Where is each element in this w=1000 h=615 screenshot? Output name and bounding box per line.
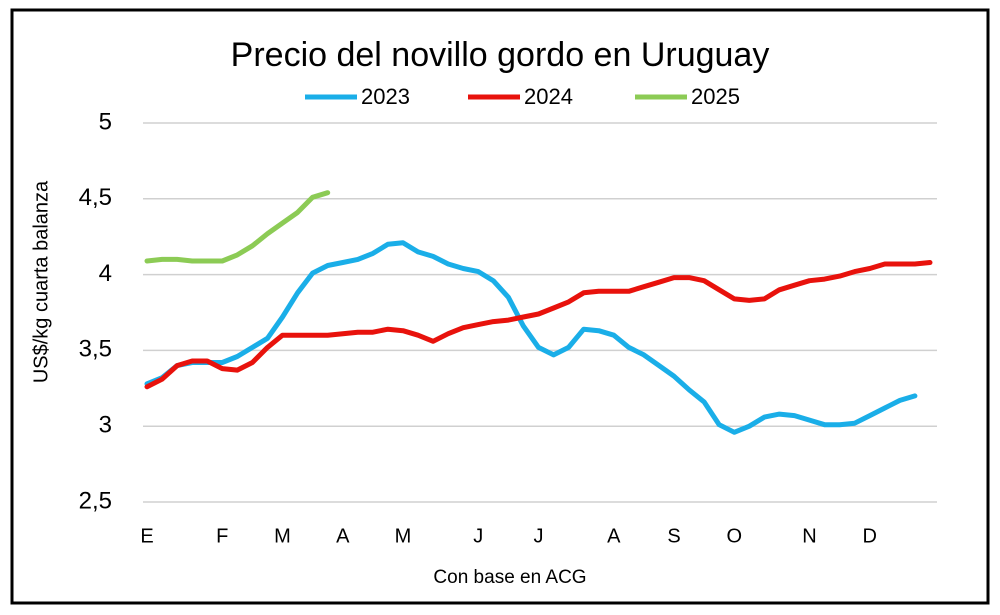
x-tick-label: M [395, 525, 412, 547]
line-series [144, 240, 918, 435]
y-tick-label: 3 [99, 412, 112, 439]
x-tick-label: N [802, 525, 816, 547]
y-tick-label: 3,5 [79, 336, 112, 363]
x-tick-label: J [534, 525, 544, 547]
x-tick-label: J [473, 525, 483, 547]
line-series [144, 190, 331, 264]
legend-label: 2025 [691, 84, 740, 109]
frame [10, 8, 990, 605]
x-tick-label: F [216, 525, 228, 547]
x-tick-label: D [863, 525, 877, 547]
x-tick-label: S [667, 525, 680, 547]
y-tick-label: 2,5 [79, 487, 112, 514]
y-tick-label: 4 [99, 260, 112, 287]
legend-label: 2023 [361, 84, 410, 109]
x-tick-label: A [607, 525, 621, 547]
y-tick-label: 4,5 [79, 184, 112, 211]
y-axis-label: US$/kg cuarta balanza [30, 180, 52, 383]
y-tick-label: 5 [99, 108, 112, 135]
x-axis-label: Con base en ACG [433, 567, 586, 588]
x-tick-label: O [726, 525, 742, 547]
chart-title: Precio del novillo gordo en Uruguay [231, 36, 770, 74]
x-tick-label: E [140, 525, 153, 547]
x-tick-label: M [274, 525, 291, 547]
line-series [144, 260, 933, 390]
x-tick-label: A [336, 525, 350, 547]
legend-label: 2024 [524, 84, 573, 109]
